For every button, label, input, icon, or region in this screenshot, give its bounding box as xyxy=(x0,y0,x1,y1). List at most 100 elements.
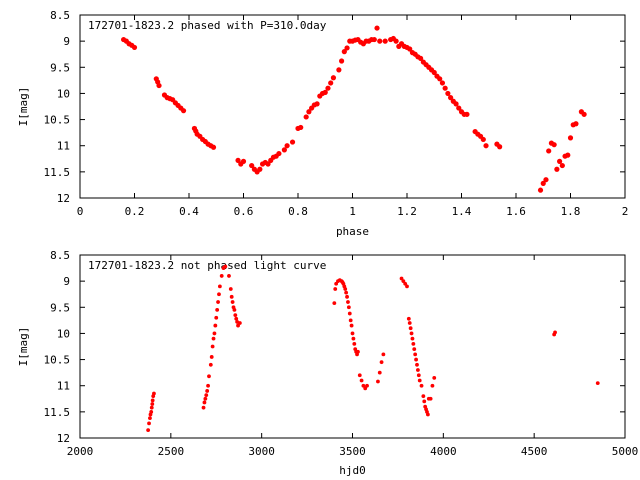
unphased-data-point xyxy=(211,336,216,341)
unphased-x-tick-label: 3500 xyxy=(339,445,366,458)
unphased-data-point xyxy=(348,318,353,323)
unphased-data-point xyxy=(150,402,155,406)
unphased-data-point xyxy=(379,360,384,365)
phased-plot-panel: 0 0.2 0.4 0.6 0.8 1 1.2 1.4 1.6 1.8 2 8.5 9 9.5 10 10.5… xyxy=(17,9,628,238)
phased-data-point xyxy=(557,158,563,164)
phased-data-point xyxy=(537,187,544,193)
phased-chart-title: 172701-1823.2 phased with P=310.0day xyxy=(88,19,327,32)
phased-data-point xyxy=(551,142,557,148)
phased-x-tick-label: 0.4 xyxy=(179,205,199,218)
unphased-data-point xyxy=(432,375,437,380)
phased-data-point xyxy=(393,38,399,44)
unphased-data-point xyxy=(351,336,356,341)
unphased-data-point xyxy=(203,396,208,401)
unphased-data-point xyxy=(359,378,364,383)
unphased-data-point xyxy=(147,421,151,426)
unphased-data-point xyxy=(421,394,426,399)
unphased-data-point xyxy=(357,373,362,378)
unphased-data-point xyxy=(219,274,224,278)
unphased-data-point xyxy=(428,396,433,401)
phased-x-tick-label: 1.4 xyxy=(452,205,472,218)
unphased-data-point xyxy=(237,321,242,325)
unphased-data-point xyxy=(417,378,422,383)
phased-data-point xyxy=(418,55,424,61)
unphased-x-tick-label: 2000 xyxy=(67,445,94,458)
phased-data-point xyxy=(298,124,304,131)
unphased-data-point xyxy=(223,264,228,269)
unphased-data-point xyxy=(407,321,412,325)
phased-data-point xyxy=(464,111,470,117)
unphased-data-point xyxy=(346,300,350,304)
phased-data-point xyxy=(439,80,446,86)
phased-data-point xyxy=(325,85,331,91)
phased-y-tick-label: 11.5 xyxy=(44,166,71,179)
phased-data-point xyxy=(240,158,247,164)
unphased-data-point xyxy=(205,389,210,393)
phased-data-point xyxy=(276,150,282,157)
unphased-data-point xyxy=(349,323,354,328)
unphased-data-point xyxy=(413,352,418,357)
phased-data-point xyxy=(344,45,350,51)
unphased-data-point xyxy=(208,362,213,367)
phased-data-point xyxy=(156,82,162,89)
unphased-data-point xyxy=(356,349,360,354)
phased-data-point xyxy=(339,58,345,64)
unphased-data-point xyxy=(232,308,237,312)
unphased-y-tick-label: 12 xyxy=(57,432,70,445)
phased-y-tick-label: 10.5 xyxy=(44,114,71,127)
unphased-data-point xyxy=(406,316,411,321)
phased-x-tick-label: 1.2 xyxy=(397,205,417,218)
phased-data-point xyxy=(131,44,138,51)
unphased-x-tick-label: 3000 xyxy=(248,445,275,458)
unphased-data-point xyxy=(553,330,557,335)
phased-data-point xyxy=(303,114,309,120)
unphased-data-point xyxy=(152,391,156,396)
unphased-data-point xyxy=(415,362,419,367)
phased-data-point xyxy=(265,161,271,167)
phased-data-point xyxy=(497,144,503,150)
phased-x-tick-label: 2 xyxy=(622,205,629,218)
unphased-data-point xyxy=(148,416,152,421)
phased-x-tick-label: 1 xyxy=(349,205,356,218)
unphased-plot-frame xyxy=(79,254,626,439)
phased-data-point xyxy=(328,80,334,86)
phased-data-point xyxy=(554,166,560,172)
phased-data-point xyxy=(371,36,377,43)
phased-data-point xyxy=(565,152,571,158)
unphased-data-point xyxy=(409,331,414,336)
unphased-data-point xyxy=(214,315,219,320)
unphased-y-tick-label: 8.5 xyxy=(50,249,70,262)
phased-data-point xyxy=(249,162,255,169)
phased-data-point xyxy=(289,139,296,145)
unphased-data-point xyxy=(149,409,154,414)
phased-data-point xyxy=(235,157,241,163)
phased-data-point xyxy=(445,90,451,97)
unphased-data-point xyxy=(201,405,206,410)
unphased-data-point xyxy=(146,428,151,433)
unphased-data-point xyxy=(343,287,348,291)
unphased-data-point xyxy=(333,287,338,291)
phased-data-point xyxy=(314,101,320,107)
unphased-data-point xyxy=(234,316,239,321)
phased-data-point xyxy=(180,108,187,114)
unphased-data-point xyxy=(206,383,210,388)
phased-data-point xyxy=(448,95,454,101)
unphased-data-point xyxy=(352,341,357,346)
phased-data-point xyxy=(543,177,549,183)
unphased-y-tick-label: 10 xyxy=(57,327,70,340)
phased-data-point xyxy=(442,85,448,91)
phased-y-tick-label: 10 xyxy=(57,87,70,100)
unphased-data-point xyxy=(332,301,337,306)
unphased-data-point xyxy=(216,300,220,304)
unphased-x-tick-label: 4000 xyxy=(430,445,457,458)
unphased-x-axis-label: hjd0 xyxy=(339,464,366,477)
phased-data-point xyxy=(573,121,579,127)
phased-data-point xyxy=(456,105,462,111)
unphased-data-point xyxy=(213,323,218,328)
unphased-data-point xyxy=(350,331,355,336)
unphased-x-tick-label: 2500 xyxy=(158,445,185,458)
phased-data-point xyxy=(546,148,552,154)
phased-data-point xyxy=(407,46,413,52)
unphased-data-point xyxy=(410,336,415,341)
unphased-data-point xyxy=(215,308,220,312)
